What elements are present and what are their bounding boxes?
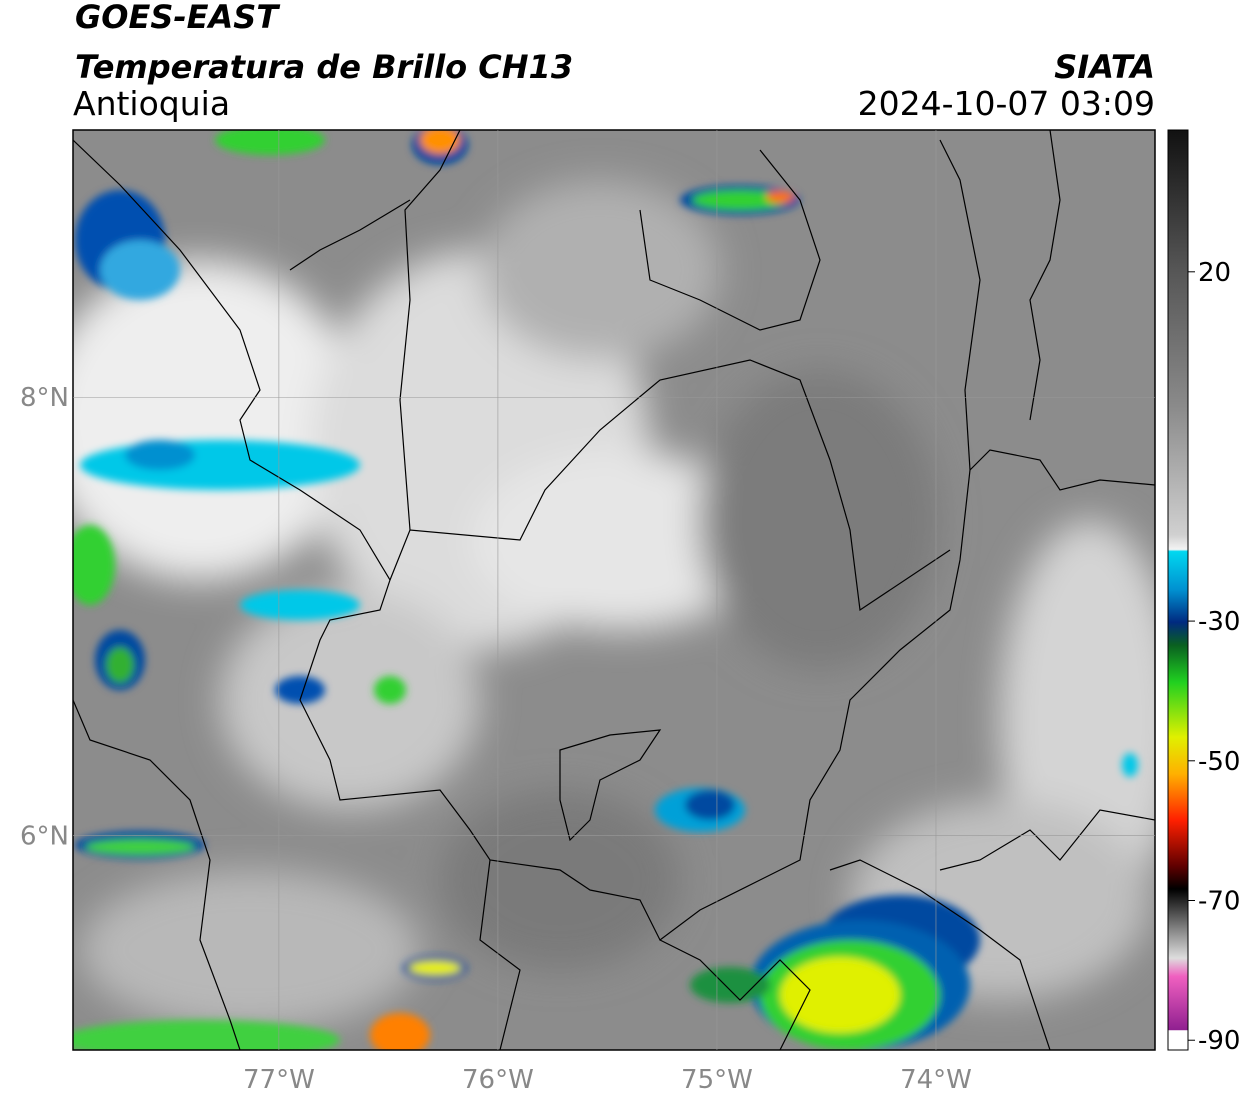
colorbar-tick-label: 20 xyxy=(1198,258,1231,288)
subtitle: Temperatura de Brillo CH13 xyxy=(75,48,573,86)
satellite-image xyxy=(73,130,1155,1050)
x-tick-label: 74°W xyxy=(900,1065,972,1095)
colorbar-tick-label: -30 xyxy=(1198,607,1240,637)
source: SIATA xyxy=(1054,48,1155,86)
y-tick-label: 8°N xyxy=(20,383,69,413)
colorbar-tick-label: -70 xyxy=(1198,887,1240,917)
timestamp: 2024-10-07 03:09 xyxy=(858,84,1155,123)
title: GOES-EAST xyxy=(75,0,280,36)
x-tick-label: 77°W xyxy=(243,1065,315,1095)
x-tick-label: 75°W xyxy=(681,1065,753,1095)
colorbar-tick-label: -90 xyxy=(1198,1026,1240,1056)
x-tick-label: 76°W xyxy=(462,1065,534,1095)
colorbar-tick-label: -50 xyxy=(1198,747,1240,777)
y-tick-label: 6°N xyxy=(20,821,69,851)
colorbar xyxy=(1167,129,1189,1051)
region: Antioquia xyxy=(73,84,230,123)
map-frame xyxy=(72,129,1156,1051)
